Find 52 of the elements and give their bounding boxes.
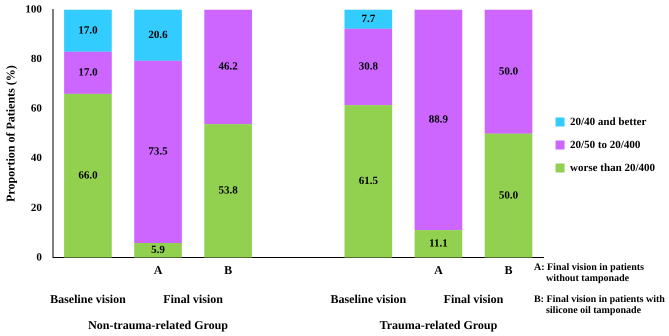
y-tick-label: 80 (30, 53, 42, 66)
data-label: 53.8 (218, 184, 238, 197)
bar (204, 124, 252, 258)
y-tick-label: 20 (30, 202, 42, 214)
x-tick-label: B (504, 262, 513, 277)
text: Baseline vision (50, 292, 126, 306)
legend-label: 20/40 and better (570, 116, 647, 128)
legend-label: worse than 20/400 (570, 162, 656, 174)
y-tick-label: 40 (30, 152, 42, 164)
y-tick-label: 60 (30, 102, 42, 115)
data-label: 11.1 (429, 238, 448, 250)
x-tick-label: A (434, 262, 444, 277)
data-label: 50.0 (498, 189, 519, 202)
y-axis-title: Proportion of Patients (%) (3, 65, 18, 202)
y-tick-label: 100 (25, 3, 42, 16)
bar (134, 10, 182, 61)
data-label: 30.8 (358, 60, 378, 73)
legend-label: 20/50 to 20/400 (570, 138, 641, 151)
bar (64, 52, 112, 94)
bar (64, 10, 112, 52)
bar (344, 105, 392, 258)
data-label: 7.7 (361, 12, 376, 25)
bar (484, 10, 532, 134)
data-label: 46.2 (218, 60, 238, 73)
bar (204, 10, 252, 124)
text: Final vision (444, 292, 504, 306)
text: Final vision (163, 292, 224, 306)
x-tick-label: A (154, 262, 163, 277)
text: Non-trauma-related Group (88, 318, 228, 332)
text: Baseline vision (330, 292, 406, 306)
y-tick-label: 0 (36, 251, 42, 264)
data-label: 50.0 (498, 65, 519, 78)
data-label: 61.5 (358, 175, 378, 188)
data-label: 88.9 (428, 114, 449, 126)
text: A: Final vision in patients without tamponade (534, 262, 646, 284)
bar (484, 134, 532, 258)
data-label: 17.0 (78, 24, 98, 37)
bar (414, 10, 462, 230)
bar (344, 28, 392, 106)
bar (64, 94, 112, 258)
data-label: 20.6 (148, 28, 168, 41)
bar (134, 242, 182, 258)
data-label: 5.9 (151, 244, 166, 256)
bar (414, 230, 462, 258)
data-label: 17.0 (78, 66, 98, 79)
text: B: Final vision in patients with silicone oil tamponade (534, 294, 666, 316)
data-label: 73.5 (148, 146, 168, 158)
bar (344, 10, 392, 29)
bar (134, 60, 182, 243)
data-label: 66.0 (78, 170, 98, 182)
x-tick-label: B (224, 262, 232, 277)
text: Trauma-related Group (380, 318, 498, 332)
